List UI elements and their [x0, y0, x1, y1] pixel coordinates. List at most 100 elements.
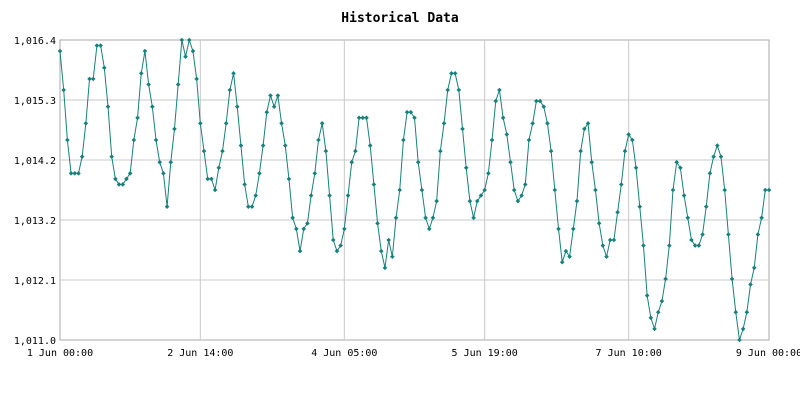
data-point [482, 187, 487, 193]
data-point [729, 276, 735, 282]
data-point [637, 204, 643, 209]
data-point [552, 187, 558, 193]
data-point [652, 326, 657, 332]
data-point [220, 148, 225, 154]
data-point [707, 171, 713, 176]
data-point [493, 98, 499, 104]
data-point [83, 121, 89, 126]
data-point [534, 98, 539, 104]
data-point [68, 171, 74, 176]
data-point [157, 159, 163, 165]
data-point [426, 226, 432, 232]
data-point [678, 165, 683, 171]
data-point [386, 237, 391, 243]
data-point [308, 193, 314, 198]
data-point [175, 82, 181, 87]
data-point [559, 259, 565, 265]
data-point [604, 254, 609, 259]
y-tick-label: 1,013.2 [14, 216, 56, 227]
data-point [120, 182, 126, 187]
data-point [286, 176, 292, 182]
data-point [467, 198, 473, 204]
data-point [452, 71, 458, 76]
data-point [537, 98, 543, 104]
data-point [390, 254, 395, 259]
data-point [759, 215, 764, 221]
data-point [419, 187, 425, 193]
data-point [578, 148, 583, 154]
data-point [113, 176, 118, 182]
data-point [371, 182, 377, 187]
data-point [663, 276, 668, 282]
data-point [109, 154, 114, 159]
data-point [275, 93, 281, 98]
data-point [674, 159, 679, 165]
data-point [135, 115, 140, 121]
data-point [700, 232, 705, 237]
data-point [715, 143, 720, 148]
data-point [607, 237, 613, 243]
data-point [353, 148, 358, 154]
data-point [360, 115, 366, 121]
y-tick-label: 1,011.0 [14, 336, 56, 347]
data-point [186, 37, 192, 43]
x-tick-label: 7 Jun 10:00 [596, 348, 662, 359]
data-point [611, 237, 617, 243]
data-point [556, 226, 561, 232]
data-point [378, 248, 384, 254]
data-point [161, 171, 166, 176]
data-point [183, 54, 188, 59]
data-point [511, 187, 517, 193]
data-point [264, 109, 270, 115]
x-tick-label: 9 Jun 00:00 [736, 348, 800, 359]
data-point [545, 121, 550, 126]
data-point [504, 132, 510, 137]
data-point [164, 204, 170, 209]
data-point [231, 71, 236, 76]
data-point [223, 121, 229, 126]
data-point [430, 215, 436, 221]
data-point [72, 171, 78, 176]
data-point [526, 137, 532, 143]
data-point [242, 182, 247, 187]
data-point [124, 176, 129, 182]
data-point [438, 148, 443, 154]
x-tick-label: 5 Jun 19:00 [452, 348, 518, 359]
data-point [212, 187, 218, 193]
x-tick-label: 1 Jun 00:00 [27, 348, 93, 359]
x-tick-label: 4 Jun 05:00 [311, 348, 377, 359]
data-point [172, 126, 177, 132]
data-point [748, 282, 753, 287]
data-point [338, 243, 343, 248]
data-point [530, 121, 535, 126]
data-point [703, 204, 709, 209]
data-point [463, 165, 469, 171]
data-point [744, 309, 750, 315]
data-point [87, 76, 92, 82]
data-point [297, 248, 303, 254]
data-point [142, 48, 148, 54]
data-point [65, 137, 70, 143]
data-point [497, 87, 502, 93]
data-point [486, 171, 491, 176]
data-point [279, 121, 284, 126]
data-point [79, 154, 85, 159]
chart-title: Historical Data [341, 11, 459, 26]
y-tick-label: 1,012.1 [14, 276, 56, 287]
data-point [76, 171, 81, 176]
data-point [382, 265, 388, 271]
data-point [718, 154, 724, 159]
data-point [253, 193, 259, 198]
data-point [644, 293, 650, 298]
data-point [445, 87, 451, 93]
data-point [456, 87, 462, 93]
data-point [268, 93, 273, 98]
data-point [201, 148, 207, 154]
y-axis-ticks: 1,011.0 1,012.1 1,013.2 1,014.2 1,015.3 1,016… [14, 36, 56, 347]
data-point [670, 187, 676, 193]
data-point [574, 198, 580, 204]
data-point [246, 204, 251, 209]
data-point [102, 65, 107, 71]
data-point [689, 237, 694, 243]
data-point [633, 165, 639, 171]
